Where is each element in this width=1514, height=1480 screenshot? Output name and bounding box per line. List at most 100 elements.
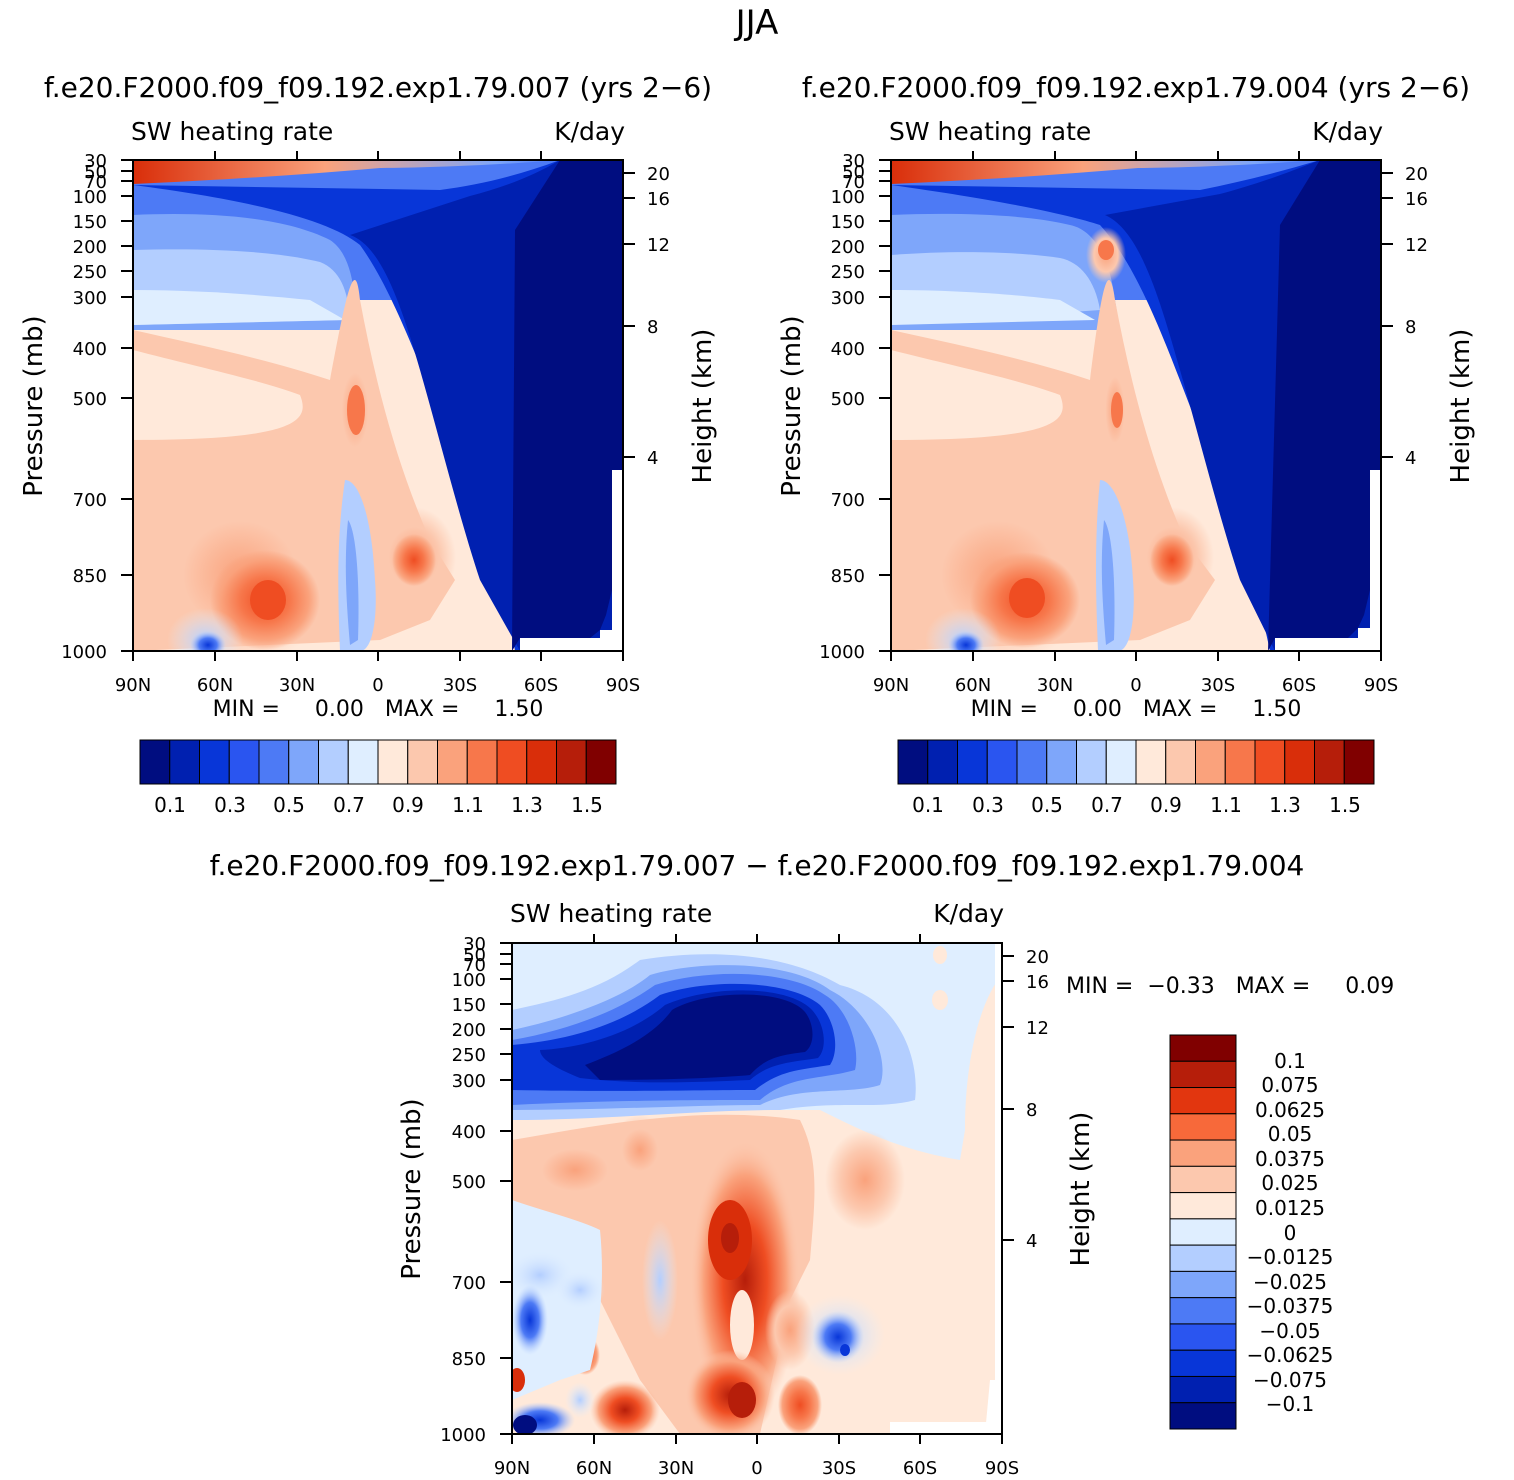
panel-2-field-label: SW heating rate — [889, 117, 1091, 146]
height-tick-label: 8 — [1405, 317, 1416, 338]
colorbar-swatch — [1169, 1402, 1237, 1430]
colorbar-label: −0.075 — [1253, 1368, 1327, 1392]
panel-3-field-label: SW heating rate — [510, 899, 712, 928]
panel-1-pressure-labels: 30 50 70 100 150 200 250 300 400 500 700… — [61, 151, 107, 663]
colorbar-swatch — [1169, 1218, 1237, 1246]
panel-1-top-ticks — [214, 151, 542, 160]
pressure-tick-label: 30 — [842, 151, 865, 172]
lat-tick-label: 30N — [1037, 675, 1073, 696]
lat-tick-label: 90S — [1364, 675, 1398, 696]
pressure-tick-label: 1000 — [819, 642, 865, 663]
pressure-tick-label: 50 — [463, 945, 486, 966]
pressure-tick-label: 30 — [84, 151, 107, 172]
panel-1-bottom-ticks — [132, 651, 624, 661]
panel-1-minmax: MIN = 0.00 MAX = 1.50 — [213, 697, 544, 722]
height-tick-label: 16 — [647, 189, 670, 210]
colorbar-swatch — [1076, 739, 1107, 785]
colorbar-label: 1.5 — [1329, 793, 1361, 817]
panel-3-height-labels: 20 16 12 8 4 — [1026, 947, 1049, 1252]
colorbar-swatch — [288, 739, 319, 785]
panel-3: f.e20.F2000.f09_f09.192.exp1.79.007 − f.… — [210, 849, 1395, 1479]
colorbar-label: 0.3 — [214, 793, 246, 817]
lat-tick-label: 90S — [985, 1458, 1019, 1479]
colorbar-swatch — [1314, 739, 1345, 785]
pressure-tick-label: 400 — [452, 1122, 486, 1143]
colorbar-swatch — [1169, 1323, 1237, 1351]
colorbar-swatch — [407, 739, 438, 785]
pressure-tick-label: 70 — [463, 955, 486, 976]
lat-tick-label: 90N — [115, 675, 151, 696]
page-title: JJA — [734, 3, 779, 43]
colorbar-swatch — [1284, 739, 1315, 785]
colorbar-swatch — [139, 739, 171, 785]
lat-tick-label: 60S — [1282, 675, 1316, 696]
pressure-tick-label: 500 — [831, 389, 865, 410]
colorbar-label: 1.3 — [511, 793, 543, 817]
colorbar-swatch — [1169, 1165, 1237, 1194]
pressure-tick-label: 400 — [831, 339, 865, 360]
panel-1-colorbar-labels: 0.1 0.3 0.5 0.7 0.9 1.1 1.3 1.5 — [154, 793, 603, 817]
lat-tick-label: 0 — [751, 1458, 762, 1479]
pressure-tick-label: 300 — [73, 288, 107, 309]
panel-2-pressure-labels: 30 50 70 100 150 200 250 300 400 500 700… — [819, 151, 865, 663]
colorbar-label: −0.0625 — [1247, 1343, 1334, 1367]
panel-1-left-ticks — [121, 159, 133, 652]
colorbar-label: 0.7 — [333, 793, 365, 817]
colorbar-swatch — [199, 739, 230, 785]
colorbar-swatch — [556, 739, 587, 785]
colorbar-swatch — [496, 739, 528, 785]
height-tick-label: 16 — [1405, 189, 1428, 210]
panel-1-frame — [121, 151, 635, 661]
lat-tick-label: 60N — [955, 675, 991, 696]
colorbar-label: 0.9 — [1150, 793, 1182, 817]
panel-2-ylabel-right: Height (km) — [1446, 329, 1476, 484]
pressure-tick-label: 1000 — [440, 1425, 486, 1446]
pressure-tick-label: 1000 — [61, 642, 107, 663]
panel-3-pressure-labels: 30 50 70 100 150 200 250 300 400 500 700… — [440, 934, 486, 1446]
height-tick-label: 8 — [1026, 1100, 1037, 1121]
colorbar-swatch — [466, 739, 498, 785]
pressure-tick-label: 850 — [452, 1349, 486, 1370]
lat-tick-label: 60S — [524, 675, 558, 696]
panel-3-minmax: MIN = −0.33 MAX = 0.09 — [1066, 974, 1394, 999]
panel-3-bottom-ticks — [511, 1434, 1003, 1444]
colorbar-swatch — [1169, 1139, 1237, 1167]
colorbar-swatch — [1169, 1270, 1237, 1299]
height-tick-label: 4 — [647, 448, 658, 469]
colorbar-swatch — [1169, 1297, 1237, 1325]
colorbar-label: 0.05 — [1268, 1122, 1313, 1146]
panel-2-case-title: f.e20.F2000.f09_f09.192.exp1.79.004 (yrs… — [802, 71, 1470, 104]
colorbar-swatch — [927, 739, 958, 785]
height-tick-label: 20 — [647, 164, 670, 185]
panel-3-units: K/day — [933, 899, 1004, 928]
colorbar-label: 0.5 — [1031, 793, 1063, 817]
colorbar-swatch — [1046, 739, 1077, 785]
pressure-tick-label: 100 — [73, 187, 107, 208]
height-tick-label: 12 — [1026, 1018, 1049, 1039]
panel-3-colorbar — [1169, 1034, 1237, 1430]
colorbar-swatch — [1169, 1087, 1237, 1115]
height-tick-label: 8 — [647, 317, 658, 338]
colorbar-label: 0.3 — [972, 793, 1004, 817]
panel-3-colorbar-labels: 0.1 0.075 0.0625 0.05 0.0375 0.025 0.012… — [1247, 1049, 1334, 1416]
panel-2-colorbar — [897, 739, 1375, 785]
lat-tick-label: 60S — [903, 1458, 937, 1479]
colorbar-label: 1.3 — [1269, 793, 1301, 817]
colorbar-swatch — [1105, 739, 1137, 785]
pressure-tick-label: 700 — [831, 490, 865, 511]
colorbar-swatch — [1169, 1375, 1237, 1404]
height-tick-label: 12 — [647, 235, 670, 256]
lat-tick-label: 0 — [372, 675, 383, 696]
pressure-tick-label: 500 — [452, 1172, 486, 1193]
colorbar-swatch — [526, 739, 557, 785]
lat-tick-label: 30N — [279, 675, 315, 696]
lat-tick-label: 30N — [658, 1458, 694, 1479]
colorbar-swatch — [957, 739, 988, 785]
pressure-tick-label: 500 — [73, 389, 107, 410]
panel-3-ylabel: Pressure (mb) — [397, 1098, 427, 1279]
pressure-tick-label: 200 — [452, 1020, 486, 1041]
colorbar-swatch — [347, 739, 379, 785]
panel-1-field-label: SW heating rate — [131, 117, 333, 146]
colorbar-label: 1.1 — [452, 793, 484, 817]
panel-3-ylabel-right: Height (km) — [1066, 1112, 1096, 1267]
